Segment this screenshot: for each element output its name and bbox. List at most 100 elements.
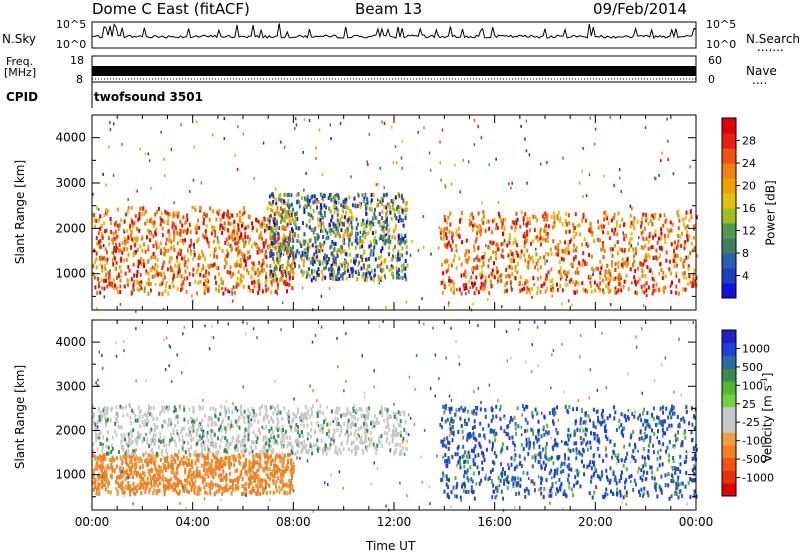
echo-0-626 (104, 229, 107, 234)
noise-156 (525, 149, 528, 153)
echo-1-781 (280, 198, 283, 203)
echo-1-751 (360, 414, 363, 419)
echo-1-341 (334, 223, 337, 228)
echo-1-899 (247, 437, 250, 442)
echo-0-871 (120, 257, 123, 262)
echo-0-427 (98, 243, 101, 248)
echo-2-94 (523, 286, 526, 291)
echo-1-204 (289, 215, 292, 220)
noise-81 (546, 161, 548, 164)
echo-0-20 (140, 477, 143, 481)
echo-1-345 (135, 437, 138, 442)
echo-0-885 (108, 282, 111, 287)
echo-1-63 (326, 422, 329, 427)
echo-1-687 (309, 274, 311, 279)
echo-0-257 (177, 491, 180, 496)
echo-1-120 (130, 441, 133, 446)
echo-2-118 (690, 478, 693, 483)
echo-0-596 (288, 483, 291, 488)
echo-0-887 (120, 482, 123, 487)
echo-1-853 (224, 447, 227, 452)
echo-1-756 (204, 413, 207, 418)
echo-1-92 (190, 445, 193, 450)
echo-1-293 (273, 217, 276, 221)
echo-1-171 (368, 264, 371, 269)
echo-0-408 (171, 484, 174, 489)
echo-1-690 (388, 228, 391, 232)
echo-0-267 (248, 464, 251, 469)
echo-1-164 (195, 429, 198, 434)
echo-2-800 (607, 281, 610, 286)
echo-1-118 (147, 419, 150, 424)
echo-0-564 (136, 237, 139, 242)
noise-6 (301, 286, 304, 290)
echo-2-438 (506, 243, 509, 248)
noise-37 (155, 246, 158, 250)
noise-284 (315, 245, 317, 249)
noise-282 (123, 230, 126, 234)
echo-1-816 (186, 441, 189, 446)
echo-1-887 (219, 425, 222, 430)
echo-2-170 (645, 216, 648, 221)
echo-1-176 (303, 248, 306, 253)
echo-0-461 (140, 206, 143, 211)
echo-0-718 (272, 490, 275, 495)
echo-2-267 (510, 225, 513, 230)
echo-1-416 (325, 236, 328, 241)
echo-1-273 (365, 232, 368, 236)
echo-2-164 (440, 236, 442, 241)
echo-2-114 (655, 487, 657, 492)
noise-131 (363, 266, 365, 270)
echo-1-630 (386, 239, 389, 243)
echo-0-498 (212, 452, 215, 457)
echo-1-396 (330, 409, 333, 414)
echo-1-370 (359, 254, 362, 259)
echo-1-123 (291, 229, 294, 234)
echo-0-641 (267, 287, 270, 292)
echo-1-684 (309, 205, 312, 210)
echo-0-726 (256, 280, 259, 284)
echo-2-115 (668, 259, 671, 264)
echo-1-869 (275, 225, 278, 230)
echo-0-785 (106, 465, 109, 470)
echo-2-583 (526, 290, 529, 295)
echo-1-275 (298, 441, 301, 446)
echo-2-877 (678, 278, 681, 283)
echo-2-557 (562, 257, 565, 262)
echo-1-119 (271, 202, 274, 207)
echo-1-519 (397, 432, 400, 436)
echo-0-580 (142, 452, 145, 457)
echo-2-103 (613, 286, 616, 291)
echo-1-231 (300, 413, 302, 418)
echo-0-798 (106, 257, 109, 262)
echo-0-229 (238, 235, 241, 240)
echo-2-718 (604, 269, 607, 274)
echo-0-541 (167, 486, 170, 491)
echo-1-251 (384, 239, 387, 244)
echo-2-811 (472, 283, 475, 287)
echo-1-690 (172, 428, 175, 433)
echo-0-800 (104, 247, 107, 252)
echo-0-569 (195, 223, 198, 228)
echo-0-558 (176, 255, 178, 260)
echo-0-571 (122, 487, 125, 492)
echo-1-420 (281, 431, 284, 436)
echo-0-629 (245, 491, 248, 496)
echo-0-425 (133, 236, 136, 241)
echo-1-116 (316, 255, 318, 260)
noise-139 (361, 258, 363, 262)
echo-1-646 (350, 230, 353, 235)
echo-1-387 (279, 248, 282, 252)
echo-0-306 (251, 221, 253, 226)
echo-0-696 (185, 489, 188, 493)
echo-1-832 (380, 434, 383, 439)
echo-2-824 (677, 291, 680, 296)
echo-0-492 (274, 482, 277, 487)
echo-1-696 (130, 421, 133, 425)
echo-0-438 (95, 265, 98, 270)
echo-1-644 (291, 451, 294, 456)
echo-1-839 (341, 249, 344, 254)
echo-1-323 (193, 452, 196, 457)
echo-1-284 (331, 267, 334, 272)
echo-0-447 (205, 462, 208, 466)
